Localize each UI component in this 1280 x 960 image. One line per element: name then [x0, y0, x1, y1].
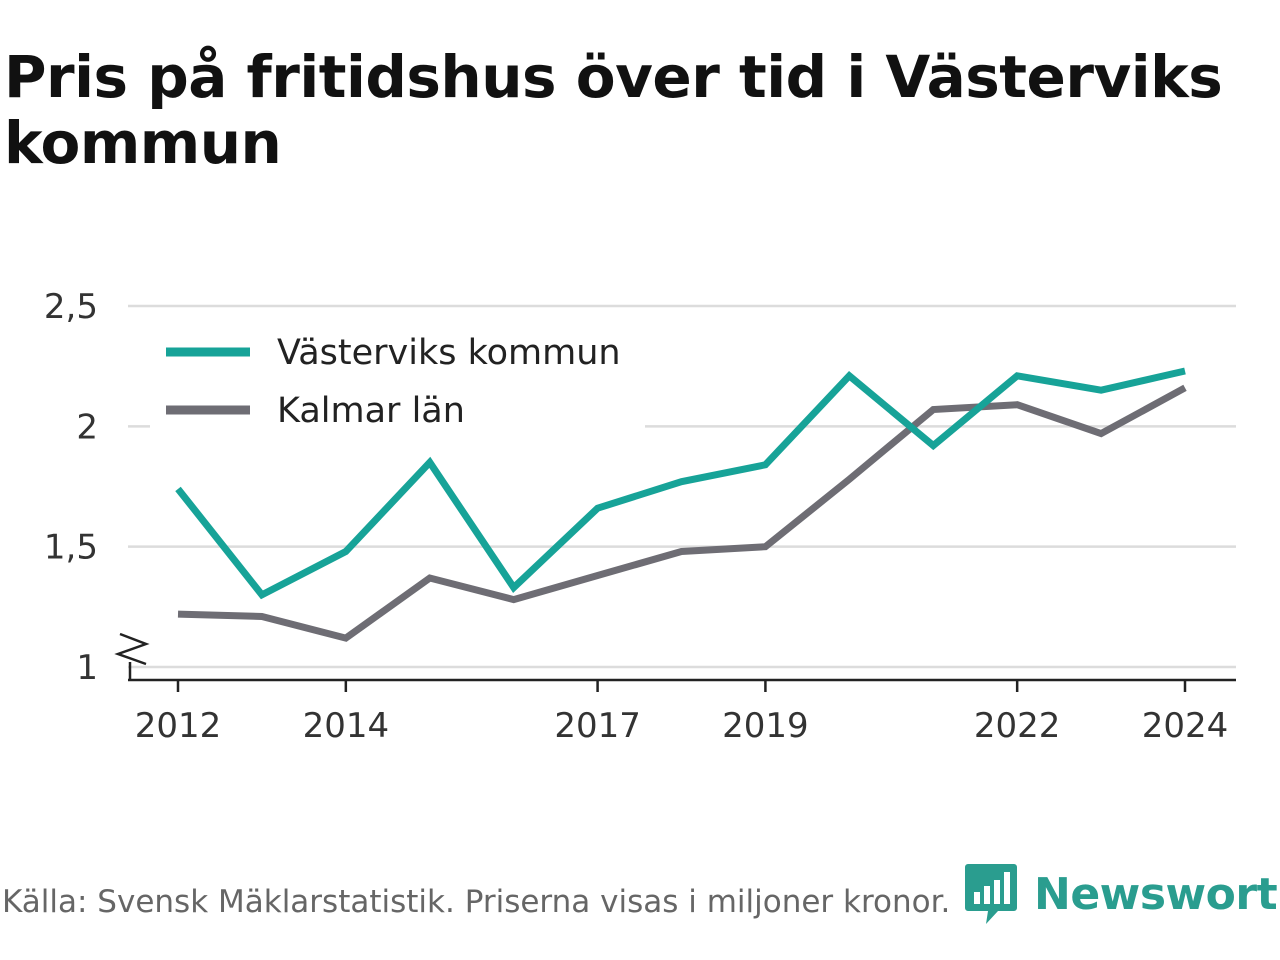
brand-name: Newsworthy	[1034, 868, 1280, 920]
x-tick-label: 2022	[974, 706, 1061, 746]
x-tick-label: 2014	[303, 706, 390, 746]
axis-break-icon	[114, 632, 150, 666]
legend: Västerviks kommun Kalmar län	[150, 318, 645, 431]
y-tick-label: 2	[76, 407, 98, 447]
series-line-0	[175, 367, 1186, 600]
x-tick-label: 2017	[554, 706, 641, 746]
brand-logo[interactable]: Newsworthy	[964, 862, 1280, 926]
y-tick-label: 1	[76, 648, 98, 688]
y-tick-label: 1,5	[44, 528, 98, 568]
legend-label-0: Västerviks kommun	[277, 333, 621, 373]
x-tick-label: 2012	[135, 706, 222, 746]
axes: 1 1,5 2 2,5 2012 2014 2017 2019 2022 2024	[44, 287, 1236, 746]
grid	[128, 304, 1236, 669]
bar-chart-speech-bubble-icon	[965, 864, 1017, 924]
y-tick-label: 2,5	[44, 287, 98, 327]
x-tick-label: 2019	[722, 706, 809, 746]
series-lines	[175, 367, 1187, 642]
chart-title: Pris på fritidshus över tid i Västerviks…	[4, 43, 1223, 177]
legend-label-1: Kalmar län	[277, 391, 465, 431]
source-note: Källa: Svensk Mäklarstatistik. Priserna …	[2, 884, 951, 920]
x-tick-label: 2024	[1142, 706, 1229, 746]
series-line-1	[177, 384, 1187, 642]
